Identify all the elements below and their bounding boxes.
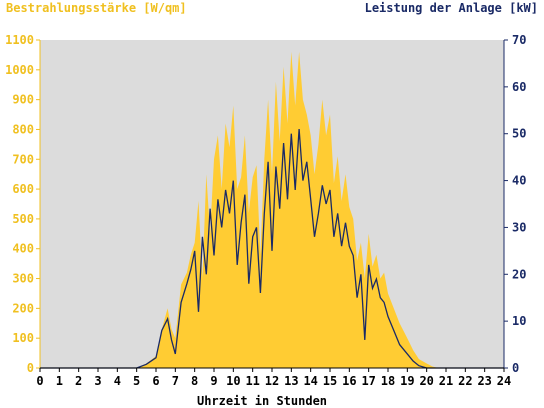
x-tick-label: 2 <box>75 374 82 388</box>
x-tick-label: 15 <box>323 374 337 388</box>
x-tick-label: 5 <box>133 374 140 388</box>
left-tick-label: 1100 <box>5 33 34 47</box>
irradiance-area <box>40 51 504 369</box>
left-axis-title: Bestrahlungsstärke [W/qm] <box>6 1 187 15</box>
right-tick-label: 20 <box>512 267 526 281</box>
power-line <box>40 128 504 369</box>
left-tick-label: 100 <box>12 331 34 345</box>
right-tick-label: 70 <box>512 33 526 47</box>
left-tick-label: 800 <box>12 122 34 136</box>
ticks-layer: 0100200300400500600700800900100011000102… <box>5 33 526 388</box>
x-tick-label: 11 <box>245 374 259 388</box>
left-tick-label: 700 <box>12 152 34 166</box>
left-tick-label: 1000 <box>5 63 34 77</box>
x-tick-label: 18 <box>381 374 395 388</box>
x-tick-label: 6 <box>152 374 159 388</box>
left-tick-label: 200 <box>12 301 34 315</box>
x-tick-label: 20 <box>419 374 433 388</box>
x-tick-label: 21 <box>439 374 453 388</box>
x-tick-label: 14 <box>303 374 317 388</box>
x-tick-label: 10 <box>226 374 240 388</box>
right-tick-label: 40 <box>512 174 526 188</box>
left-tick-label: 600 <box>12 182 34 196</box>
right-tick-label: 60 <box>512 80 526 94</box>
right-axis-title: Leistung der Anlage [kW] <box>365 1 538 15</box>
x-tick-label: 23 <box>477 374 491 388</box>
x-tick-label: 16 <box>342 374 356 388</box>
x-tick-label: 17 <box>361 374 375 388</box>
x-tick-label: 9 <box>210 374 217 388</box>
x-tick-label: 0 <box>36 374 43 388</box>
x-tick-label: 24 <box>497 374 511 388</box>
x-tick-label: 7 <box>172 374 179 388</box>
right-tick-label: 0 <box>512 361 519 375</box>
x-tick-label: 13 <box>284 374 298 388</box>
series-layer <box>40 51 504 369</box>
x-tick-label: 3 <box>94 374 101 388</box>
right-tick-label: 30 <box>512 220 526 234</box>
right-tick-label: 10 <box>512 314 526 328</box>
x-axis-label: Uhrzeit in Stunden <box>197 394 327 408</box>
x-tick-label: 4 <box>114 374 121 388</box>
x-tick-label: 8 <box>191 374 198 388</box>
left-tick-label: 400 <box>12 242 34 256</box>
x-tick-label: 1 <box>56 374 63 388</box>
left-tick-label: 500 <box>12 212 34 226</box>
x-tick-label: 19 <box>400 374 414 388</box>
x-tick-label: 22 <box>458 374 472 388</box>
right-tick-label: 50 <box>512 127 526 141</box>
left-tick-label: 0 <box>27 361 34 375</box>
left-tick-label: 300 <box>12 272 34 286</box>
x-tick-label: 12 <box>265 374 279 388</box>
left-tick-label: 900 <box>12 93 34 107</box>
